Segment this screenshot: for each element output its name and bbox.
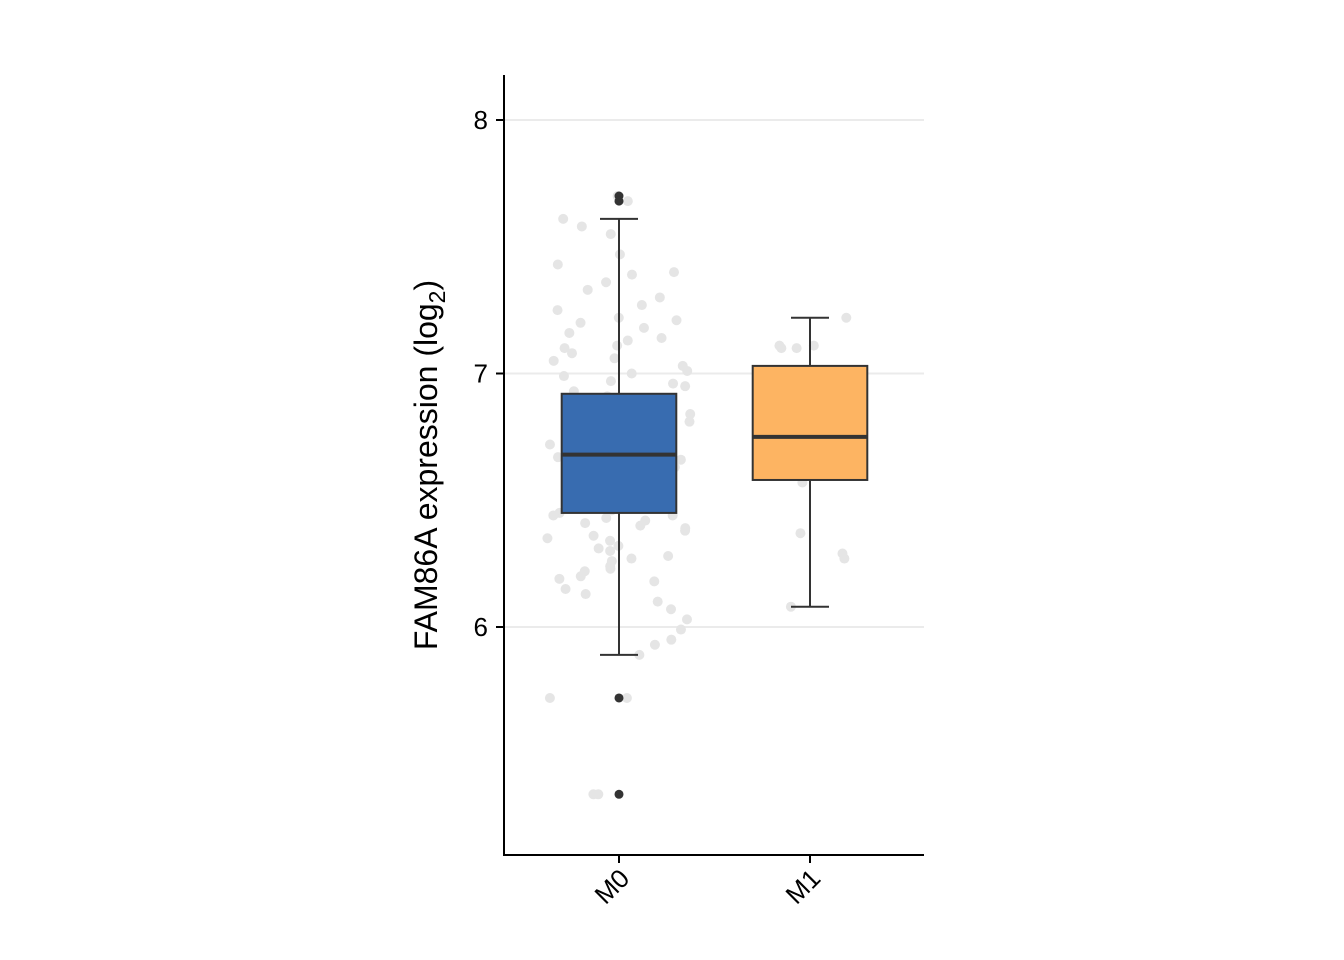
data-point (609, 353, 620, 364)
data-point (785, 601, 796, 612)
box-M1 (751, 364, 869, 481)
data-point (605, 376, 616, 387)
data-point (652, 596, 663, 607)
data-point (575, 317, 586, 328)
x-tick-label: M1 (779, 863, 826, 910)
data-point (668, 378, 679, 389)
data-point (548, 510, 559, 521)
data-point (580, 589, 591, 600)
y-ticks: 6 7 8 (474, 105, 504, 642)
data-point (684, 416, 695, 427)
data-point (564, 327, 575, 338)
data-point (542, 533, 553, 544)
data-point (622, 335, 633, 346)
data-point (680, 381, 691, 392)
data-point (593, 789, 604, 800)
data-point (668, 267, 679, 278)
data-point (776, 343, 787, 354)
boxes (560, 191, 869, 799)
data-point (654, 292, 665, 303)
data-point (671, 315, 682, 326)
data-point (635, 520, 646, 531)
data-point (612, 340, 623, 351)
data-point (544, 439, 555, 450)
data-point (675, 454, 686, 465)
data-point (839, 553, 850, 564)
data-point (675, 624, 686, 635)
data-point (649, 576, 660, 587)
data-point (808, 340, 819, 351)
data-point (605, 229, 616, 240)
data-point (552, 305, 563, 316)
y-axis-label: FAM86A expression (log2) (408, 280, 450, 650)
data-point (576, 221, 587, 232)
data-point (554, 573, 565, 584)
data-point (601, 277, 612, 288)
data-point (552, 259, 563, 270)
data-point (680, 523, 691, 534)
data-point (548, 355, 559, 366)
x-ticks: M0 M1 (588, 855, 826, 910)
data-point (681, 614, 692, 625)
y-tick-label: 8 (474, 105, 488, 135)
data-point (605, 545, 616, 556)
outlier-point (614, 693, 624, 703)
data-point (582, 284, 593, 295)
y-tick-label: 6 (474, 612, 488, 642)
data-point (588, 530, 599, 541)
data-point (605, 535, 616, 546)
data-point (685, 409, 696, 420)
data-point (622, 196, 633, 207)
data-point (601, 512, 612, 523)
data-point (638, 322, 649, 333)
data-point (795, 528, 806, 539)
axes (503, 75, 924, 856)
data-point (666, 634, 677, 645)
data-point (682, 365, 693, 376)
outlier-point (614, 196, 624, 206)
data-point (656, 333, 667, 344)
data-point (666, 604, 677, 615)
data-point (663, 551, 674, 562)
data-point (626, 553, 637, 564)
y-tick-label: 7 (474, 359, 488, 389)
data-point (558, 213, 569, 224)
data-point (544, 692, 555, 703)
data-point (791, 343, 802, 354)
data-point (558, 371, 569, 382)
data-point (552, 452, 563, 463)
data-point (560, 583, 571, 594)
outlier-point (614, 789, 624, 799)
x-tick-label: M0 (588, 863, 635, 910)
data-point (634, 649, 645, 660)
data-point (626, 269, 637, 280)
data-point (621, 692, 632, 703)
data-point (626, 368, 637, 379)
data-point (636, 300, 647, 311)
data-point (649, 639, 660, 650)
data-point (605, 563, 616, 574)
data-point (580, 518, 591, 529)
data-point (559, 343, 570, 354)
data-point (566, 348, 577, 359)
data-point (593, 543, 604, 554)
data-point (841, 312, 852, 323)
data-point (575, 571, 586, 582)
